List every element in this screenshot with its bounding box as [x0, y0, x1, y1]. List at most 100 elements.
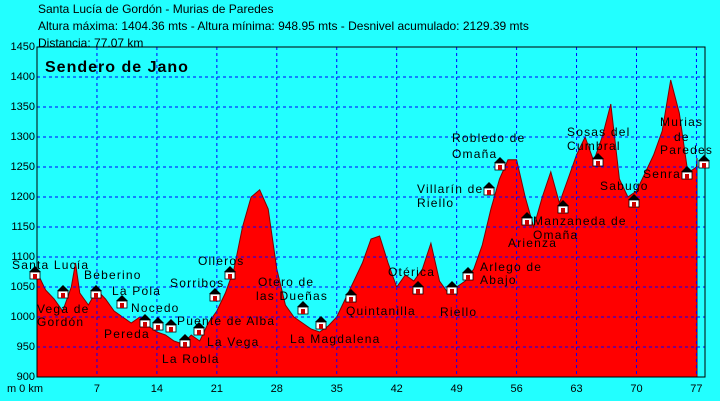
- place-label: Sorribos: [170, 276, 224, 290]
- house-icon: [33, 274, 37, 279]
- house-icon: [561, 208, 565, 213]
- place-label: Vega de: [37, 302, 89, 316]
- place-label: Olleros: [198, 254, 244, 268]
- house-icon: [494, 157, 506, 163]
- y-tick-label: 900: [17, 371, 35, 383]
- place-label: Sosas del: [567, 125, 631, 139]
- place-label: de: [674, 130, 690, 144]
- house-icon: [297, 301, 309, 307]
- house-icon: [483, 182, 495, 188]
- house-icon: [29, 266, 41, 272]
- place-label: Pereda: [104, 327, 150, 341]
- house-icon: [698, 155, 710, 161]
- house-icon: [628, 194, 640, 200]
- place-label: Riello: [440, 305, 477, 319]
- house-icon: [349, 297, 353, 302]
- place-label: Abajo: [480, 273, 517, 287]
- place-label: Senra: [643, 167, 681, 181]
- house-icon: [498, 165, 502, 170]
- x-tick-label: 77: [690, 383, 702, 395]
- house-icon: [681, 166, 693, 172]
- house-icon: [301, 309, 305, 314]
- house-icon: [345, 289, 357, 295]
- place-label: Nocedo: [131, 301, 180, 315]
- x-tick-label: 70: [630, 383, 642, 395]
- place-label: Cumbral: [567, 139, 621, 153]
- y-tick-label: 950: [17, 341, 35, 353]
- house-icon: [416, 289, 420, 294]
- house-icon: [319, 324, 323, 329]
- y-tick-label: 1250: [11, 161, 35, 173]
- place-label: las Dueñas: [256, 289, 328, 303]
- house-icon: [156, 325, 160, 330]
- y-tick-label: 1000: [11, 311, 35, 323]
- house-icon: [57, 285, 69, 291]
- place-label: Omaña: [452, 147, 497, 161]
- house-icon: [209, 288, 221, 294]
- house-icon: [90, 285, 102, 291]
- place-label: Robledo de: [452, 131, 525, 145]
- house-icon: [412, 281, 424, 287]
- place-label: Quintanilla: [346, 304, 416, 318]
- house-icon: [139, 314, 151, 320]
- y-tick-label: 1300: [11, 131, 35, 143]
- x-tick-label: 63: [570, 383, 582, 395]
- y-tick-label: 1450: [11, 41, 35, 53]
- house-icon: [193, 322, 205, 328]
- place-label: Paredes: [660, 143, 713, 157]
- house-icon: [143, 322, 147, 327]
- place-label: Beberino: [84, 268, 142, 282]
- house-icon: [521, 212, 533, 218]
- house-icon: [702, 163, 706, 168]
- place-label: Sabugo: [600, 179, 649, 193]
- x-tick-label: 49: [451, 383, 463, 395]
- chart-title: Sendero de Jano: [45, 59, 189, 76]
- y-tick-label: 1050: [11, 281, 35, 293]
- house-icon: [116, 295, 128, 301]
- house-icon: [120, 303, 124, 308]
- x-tick-label: 35: [331, 383, 343, 395]
- house-icon: [197, 330, 201, 335]
- house-icon: [179, 334, 191, 340]
- x-tick-label: 14: [151, 383, 163, 395]
- place-label: La Vega: [207, 335, 259, 349]
- place-label: Villarín de: [417, 182, 483, 196]
- place-label: La Robla: [162, 352, 220, 366]
- x-tick-label: 56: [510, 383, 522, 395]
- house-icon: [315, 316, 327, 322]
- place-label: Puente de Alba: [177, 314, 275, 328]
- x-tick-label: 28: [271, 383, 283, 395]
- house-icon: [169, 327, 173, 332]
- house-icon: [94, 293, 98, 298]
- place-label: Murias: [660, 115, 703, 129]
- x-tick-label: 42: [391, 383, 403, 395]
- house-icon: [450, 289, 454, 294]
- x-tick-label: m 0 km: [7, 383, 43, 395]
- house-icon: [487, 190, 491, 195]
- house-icon: [224, 266, 236, 272]
- house-icon: [152, 317, 164, 323]
- house-icon: [228, 274, 232, 279]
- y-tick-label: 1200: [11, 191, 35, 203]
- house-icon: [592, 153, 604, 159]
- route-title: Santa Lucía de Gordón - Murias de Parede…: [38, 2, 273, 16]
- house-icon: [466, 275, 470, 280]
- house-icon: [525, 220, 529, 225]
- place-label: La Magdalena: [290, 332, 380, 346]
- place-label: Arlego de: [480, 260, 542, 274]
- house-icon: [632, 202, 636, 207]
- place-label: Otérica: [388, 265, 435, 279]
- place-label: Arienza: [508, 236, 557, 250]
- house-icon: [462, 267, 474, 273]
- house-icon: [557, 200, 569, 206]
- y-tick-label: 1150: [11, 221, 35, 233]
- place-label: Santa Lucía: [12, 258, 89, 272]
- house-icon: [165, 319, 177, 325]
- x-tick-label: 7: [94, 383, 100, 395]
- place-label: Manzaneda de: [533, 214, 627, 228]
- y-tick-label: 1350: [11, 101, 35, 113]
- x-tick-label: 21: [211, 383, 223, 395]
- house-icon: [685, 174, 689, 179]
- distance: Distancia: 77.07 km: [38, 36, 143, 50]
